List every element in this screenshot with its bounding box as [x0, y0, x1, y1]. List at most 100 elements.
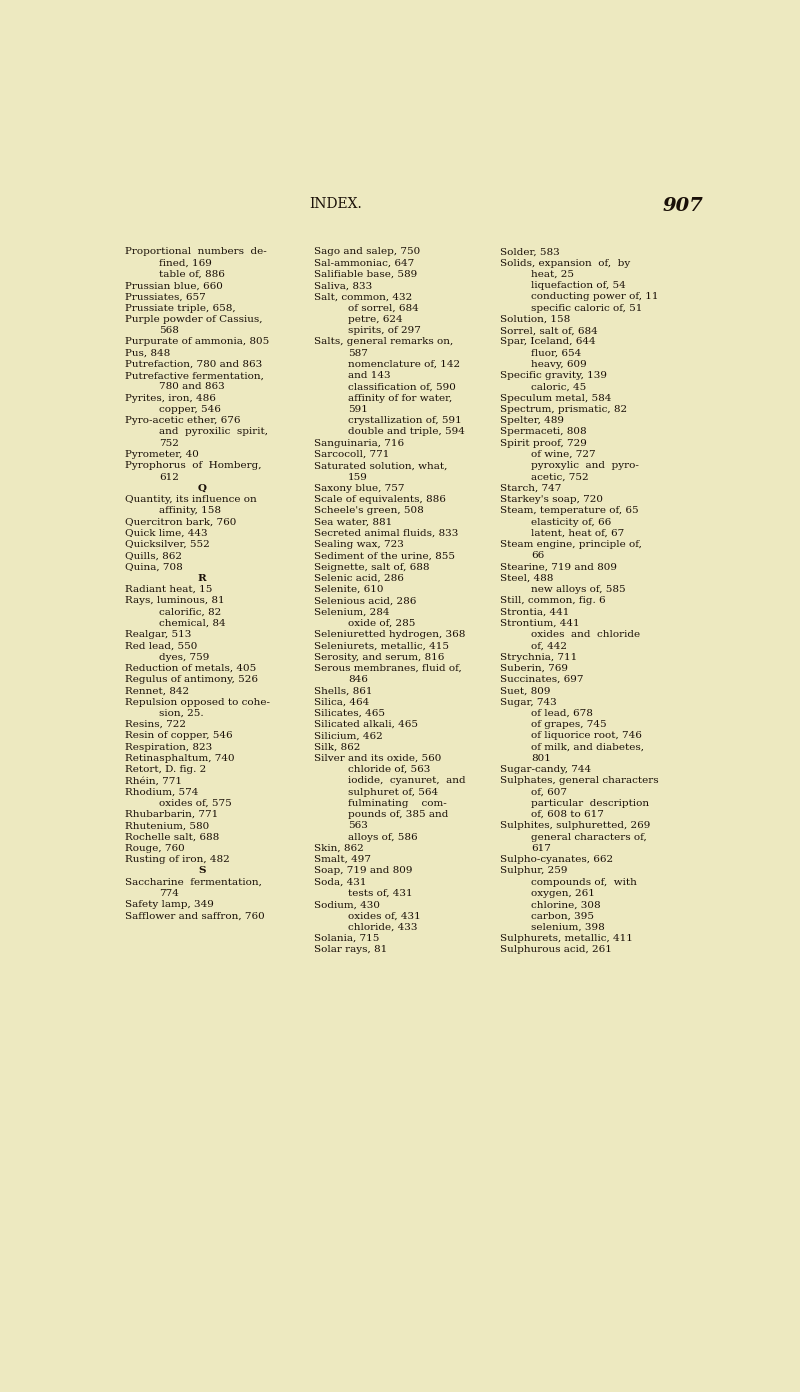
- Text: compounds of,  with: compounds of, with: [531, 878, 637, 887]
- Text: Rays, luminous, 81: Rays, luminous, 81: [125, 596, 225, 606]
- Text: Quills, 862: Quills, 862: [125, 551, 182, 561]
- Text: Saliva, 833: Saliva, 833: [314, 281, 372, 290]
- Text: Resins, 722: Resins, 722: [125, 720, 186, 729]
- Text: Silicium, 462: Silicium, 462: [314, 731, 382, 741]
- Text: Red lead, 550: Red lead, 550: [125, 642, 197, 650]
- Text: pyroxylic  and  pyro-: pyroxylic and pyro-: [531, 461, 638, 470]
- Text: chlorine, 308: chlorine, 308: [531, 901, 601, 909]
- Text: Pyrometer, 40: Pyrometer, 40: [125, 450, 198, 459]
- Text: Radiant heat, 15: Radiant heat, 15: [125, 585, 212, 594]
- Text: 846: 846: [348, 675, 368, 683]
- Text: of, 607: of, 607: [531, 788, 567, 796]
- Text: heavy, 609: heavy, 609: [531, 361, 586, 369]
- Text: Silica, 464: Silica, 464: [314, 697, 369, 707]
- Text: Seleniurets, metallic, 415: Seleniurets, metallic, 415: [314, 642, 449, 650]
- Text: Pyro-acetic ether, 676: Pyro-acetic ether, 676: [125, 416, 240, 425]
- Text: Spectrum, prismatic, 82: Spectrum, prismatic, 82: [500, 405, 627, 413]
- Text: Reduction of metals, 405: Reduction of metals, 405: [125, 664, 256, 672]
- Text: particular  description: particular description: [531, 799, 649, 807]
- Text: chloride of, 563: chloride of, 563: [348, 766, 430, 774]
- Text: Rhéin, 771: Rhéin, 771: [125, 777, 182, 785]
- Text: Solder, 583: Solder, 583: [500, 248, 560, 256]
- Text: spirits, of 297: spirits, of 297: [348, 326, 421, 335]
- Text: Strontia, 441: Strontia, 441: [500, 607, 570, 617]
- Text: Sulphurous acid, 261: Sulphurous acid, 261: [500, 945, 612, 954]
- Text: Selenium, 284: Selenium, 284: [314, 607, 390, 617]
- Text: Stearine, 719 and 809: Stearine, 719 and 809: [500, 562, 617, 572]
- Text: chemical, 84: chemical, 84: [159, 619, 226, 628]
- Text: Pyrophorus  of  Homberg,: Pyrophorus of Homberg,: [125, 461, 262, 470]
- Text: Shells, 861: Shells, 861: [314, 686, 372, 696]
- Text: S: S: [198, 866, 206, 876]
- Text: Quantity, its influence on: Quantity, its influence on: [125, 496, 257, 504]
- Text: oxides of, 575: oxides of, 575: [159, 799, 232, 807]
- Text: sulphuret of, 564: sulphuret of, 564: [348, 788, 438, 796]
- Text: Solids, expansion  of,  by: Solids, expansion of, by: [500, 259, 630, 267]
- Text: general characters of,: general characters of,: [531, 832, 646, 842]
- Text: 774: 774: [159, 889, 178, 898]
- Text: Suberin, 769: Suberin, 769: [500, 664, 568, 672]
- Text: of, 608 to 617: of, 608 to 617: [531, 810, 604, 818]
- Text: Starkey's soap, 720: Starkey's soap, 720: [500, 496, 603, 504]
- Text: Salts, general remarks on,: Salts, general remarks on,: [314, 337, 453, 347]
- Text: caloric, 45: caloric, 45: [531, 383, 586, 391]
- Text: Retort, D. fig. 2: Retort, D. fig. 2: [125, 766, 206, 774]
- Text: Selenious acid, 286: Selenious acid, 286: [314, 596, 416, 606]
- Text: Starch, 747: Starch, 747: [500, 484, 562, 493]
- Text: Safety lamp, 349: Safety lamp, 349: [125, 901, 214, 909]
- Text: oxides of, 431: oxides of, 431: [348, 912, 421, 920]
- Text: Quicksilver, 552: Quicksilver, 552: [125, 540, 210, 548]
- Text: Silk, 862: Silk, 862: [314, 742, 360, 752]
- Text: crystallization of, 591: crystallization of, 591: [348, 416, 462, 425]
- Text: of wine, 727: of wine, 727: [531, 450, 595, 459]
- Text: Solar rays, 81: Solar rays, 81: [314, 945, 387, 954]
- Text: fluor, 654: fluor, 654: [531, 349, 581, 358]
- Text: Regulus of antimony, 526: Regulus of antimony, 526: [125, 675, 258, 683]
- Text: of, 442: of, 442: [531, 642, 567, 650]
- Text: carbon, 395: carbon, 395: [531, 912, 594, 920]
- Text: sion, 25.: sion, 25.: [159, 709, 203, 718]
- Text: Strychnia, 711: Strychnia, 711: [500, 653, 577, 661]
- Text: 568: 568: [159, 326, 178, 335]
- Text: Speculum metal, 584: Speculum metal, 584: [500, 394, 611, 402]
- Text: Sulphates, general characters: Sulphates, general characters: [500, 777, 658, 785]
- Text: Respiration, 823: Respiration, 823: [125, 742, 212, 752]
- Text: Realgar, 513: Realgar, 513: [125, 631, 191, 639]
- Text: Prussiate triple, 658,: Prussiate triple, 658,: [125, 303, 235, 313]
- Text: Sugar, 743: Sugar, 743: [500, 697, 557, 707]
- Text: Sediment of the urine, 855: Sediment of the urine, 855: [314, 551, 455, 561]
- Text: 563: 563: [348, 821, 368, 831]
- Text: Spermaceti, 808: Spermaceti, 808: [500, 427, 586, 437]
- Text: and  pyroxilic  spirit,: and pyroxilic spirit,: [159, 427, 268, 437]
- Text: Silicates, 465: Silicates, 465: [314, 709, 385, 718]
- Text: Sorrel, salt of, 684: Sorrel, salt of, 684: [500, 326, 598, 335]
- Text: Quina, 708: Quina, 708: [125, 562, 182, 572]
- Text: Saturated solution, what,: Saturated solution, what,: [314, 461, 447, 470]
- Text: Saccharine  fermentation,: Saccharine fermentation,: [125, 878, 262, 887]
- Text: selenium, 398: selenium, 398: [531, 923, 605, 931]
- Text: Rochelle salt, 688: Rochelle salt, 688: [125, 832, 219, 842]
- Text: Steam, temperature of, 65: Steam, temperature of, 65: [500, 507, 638, 515]
- Text: 907: 907: [662, 198, 703, 214]
- Text: 587: 587: [348, 349, 368, 358]
- Text: Saxony blue, 757: Saxony blue, 757: [314, 484, 404, 493]
- Text: oxide of, 285: oxide of, 285: [348, 619, 415, 628]
- Text: oxygen, 261: oxygen, 261: [531, 889, 594, 898]
- Text: Rusting of iron, 482: Rusting of iron, 482: [125, 855, 230, 864]
- Text: Selenic acid, 286: Selenic acid, 286: [314, 574, 404, 583]
- Text: 66: 66: [531, 551, 544, 561]
- Text: Proportional  numbers  de-: Proportional numbers de-: [125, 248, 266, 256]
- Text: and 143: and 143: [348, 372, 390, 380]
- Text: Skin, 862: Skin, 862: [314, 844, 364, 853]
- Text: of grapes, 745: of grapes, 745: [531, 720, 606, 729]
- Text: Sal-ammoniac, 647: Sal-ammoniac, 647: [314, 259, 414, 267]
- Text: Spar, Iceland, 644: Spar, Iceland, 644: [500, 337, 595, 347]
- Text: Pus, 848: Pus, 848: [125, 349, 170, 358]
- Text: Scale of equivalents, 886: Scale of equivalents, 886: [314, 496, 446, 504]
- Text: Q: Q: [198, 484, 206, 493]
- Text: Pyrites, iron, 486: Pyrites, iron, 486: [125, 394, 216, 402]
- Text: Rouge, 760: Rouge, 760: [125, 844, 185, 853]
- Text: Strontium, 441: Strontium, 441: [500, 619, 579, 628]
- Text: Secreted animal fluids, 833: Secreted animal fluids, 833: [314, 529, 458, 537]
- Text: nomenclature of, 142: nomenclature of, 142: [348, 361, 460, 369]
